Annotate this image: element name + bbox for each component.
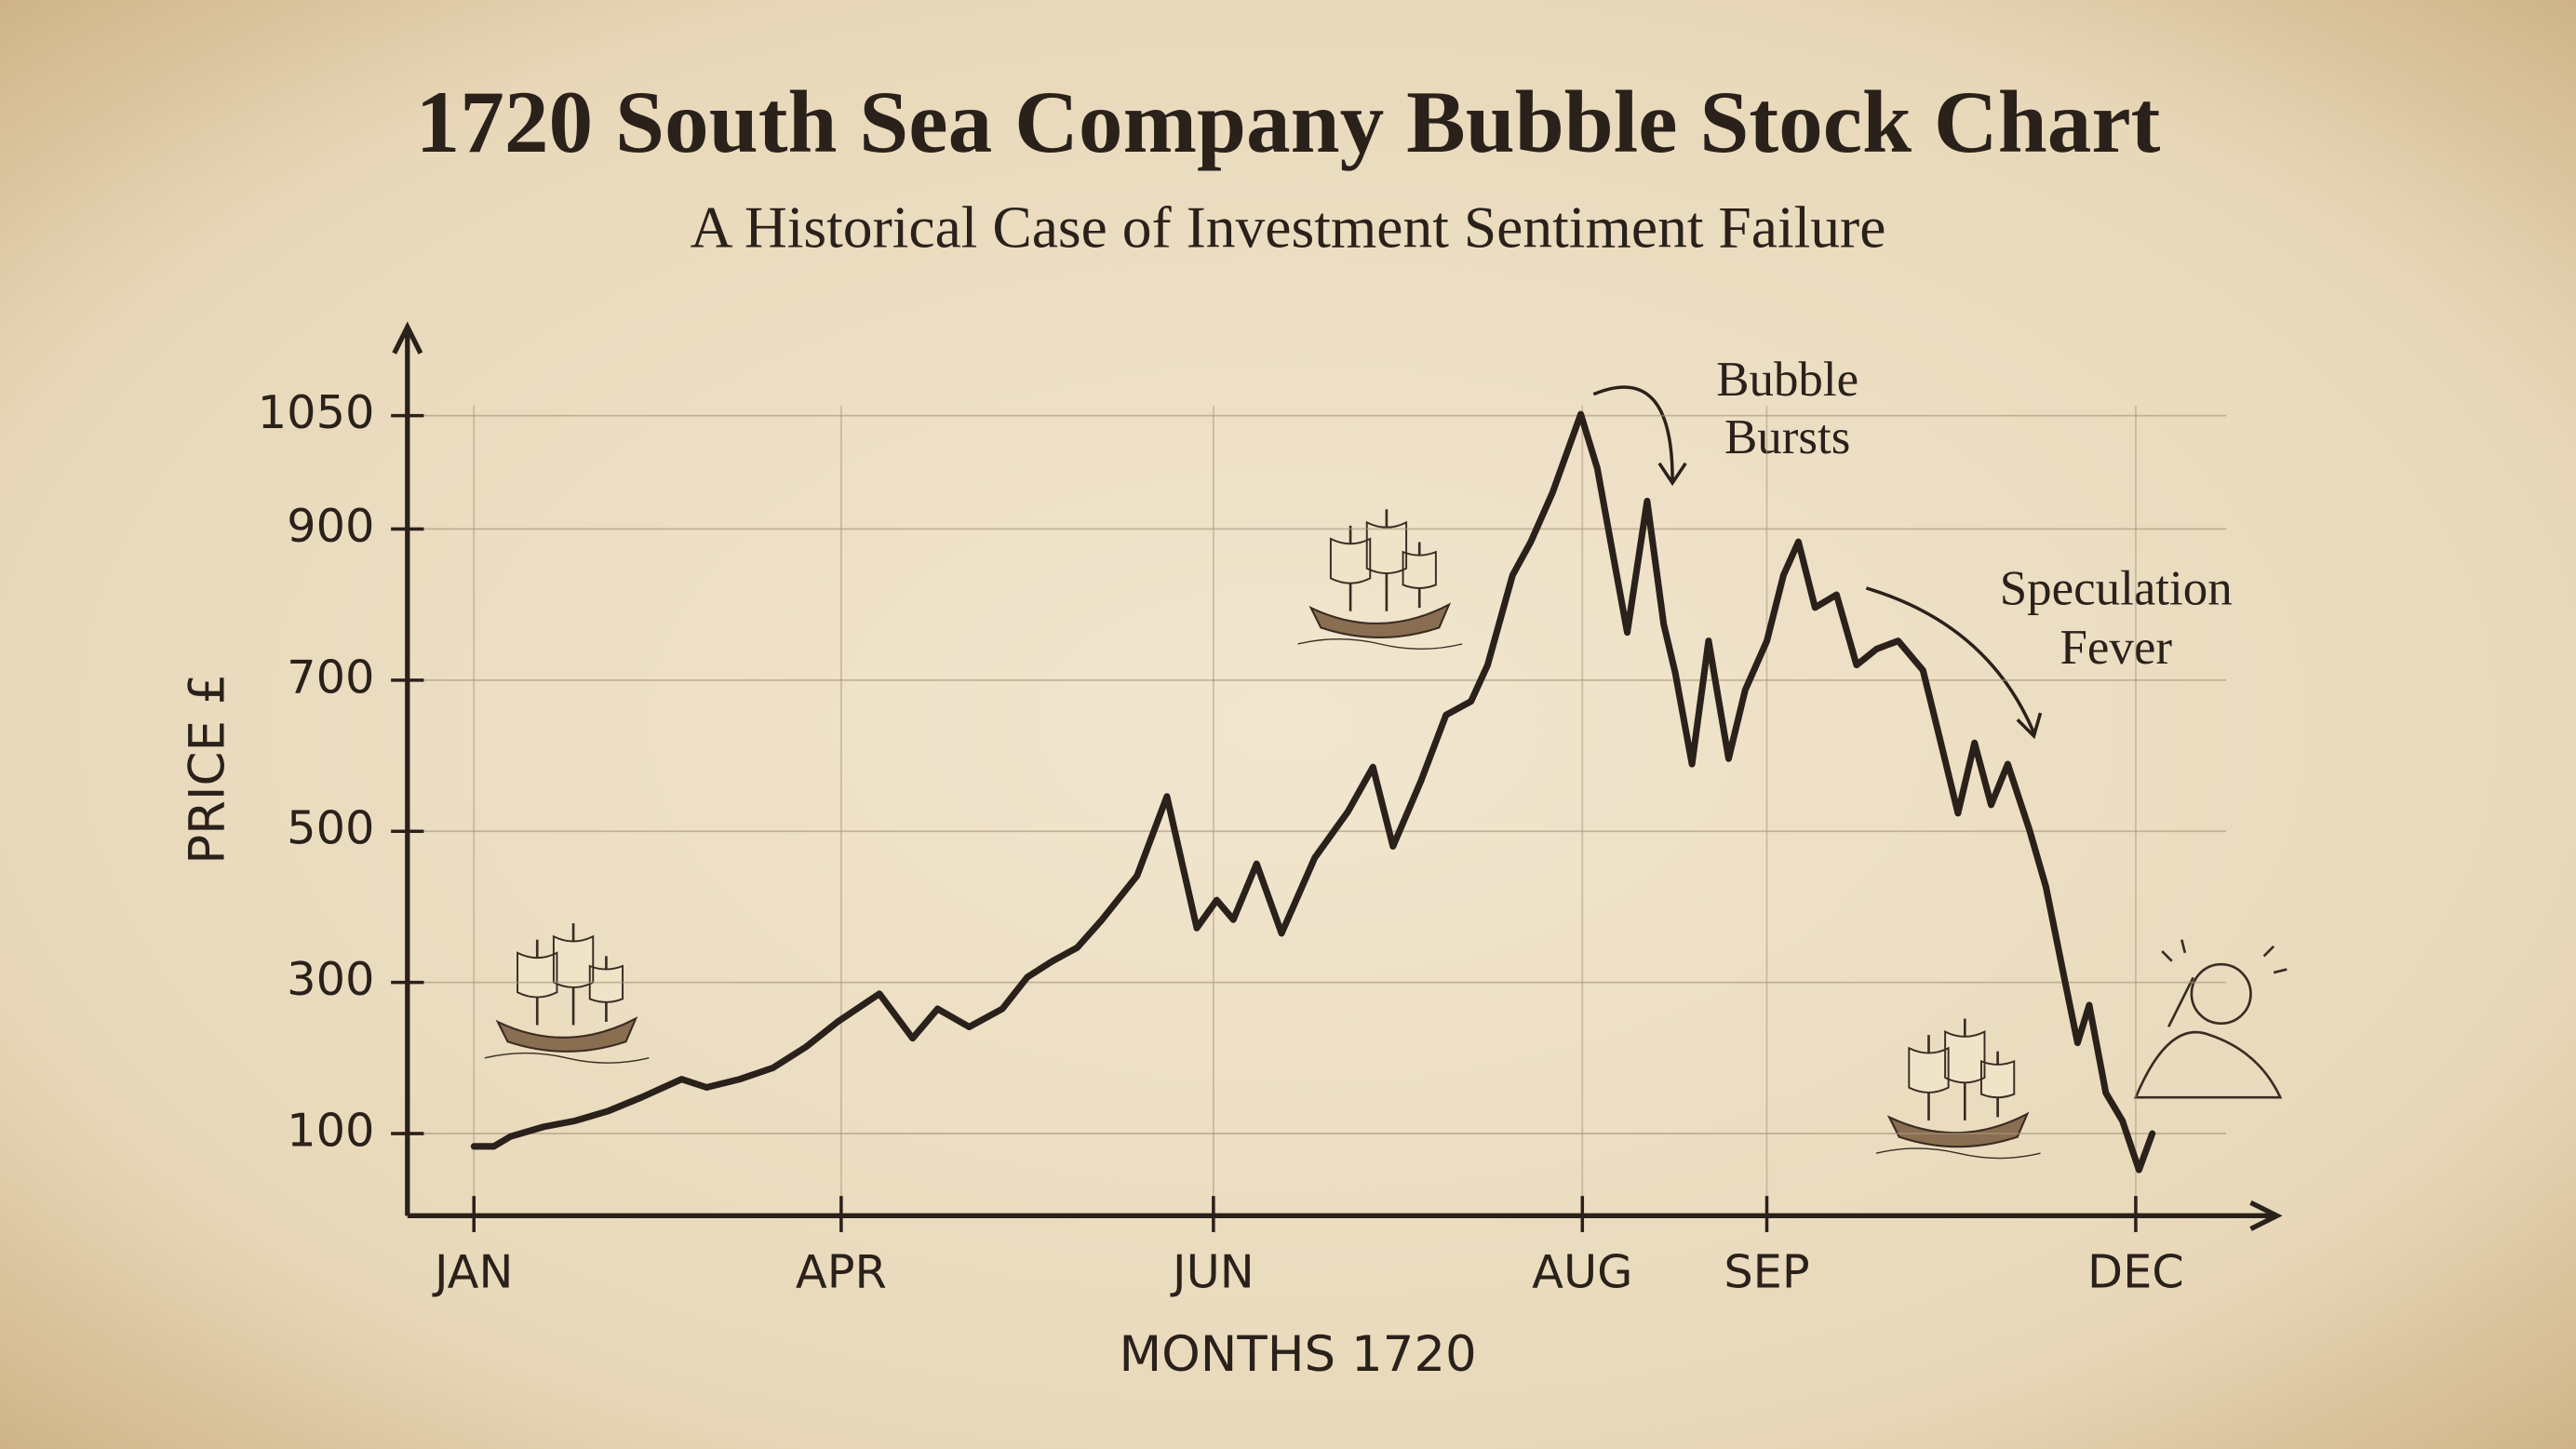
chart-title: 1720 South Sea Company Bubble Stock Char… [416, 73, 2161, 171]
y-tick-label: 700 [287, 650, 374, 704]
y-tick-label: 900 [287, 499, 374, 553]
x-axis [407, 1200, 2283, 1231]
annotation-arrow [1592, 385, 1687, 487]
y-tick-label: 100 [287, 1104, 374, 1158]
y-axis-title: PRICE £ [180, 674, 236, 865]
chart-subtitle: A Historical Case of Investment Sentimen… [691, 194, 1886, 260]
price-line [470, 410, 2156, 1174]
plot-area: 100 300 500 700 900 1050 JAN APR JUN AUG SEP DEC [258, 321, 2283, 1298]
worried-man-illustration [2133, 939, 2288, 1099]
y-tick-label: 1050 [258, 385, 375, 439]
annotation-text: Bubble [1716, 353, 1858, 407]
annotation-arrow [1865, 586, 2043, 740]
x-tick-label: AUG [1532, 1244, 1632, 1298]
annotation-text: Fever [2059, 621, 2172, 675]
x-tick-label: SEP [1724, 1244, 1809, 1298]
annotation-text: Bursts [1724, 410, 1850, 464]
annotation: Bubble Bursts Speculation Fever [1592, 353, 2233, 740]
x-tick-label: APR [796, 1244, 887, 1298]
x-tick-label: DEC [2087, 1244, 2184, 1298]
x-tick-label: JUN [1170, 1244, 1254, 1298]
annotation-text: Speculation [2000, 561, 2233, 615]
x-axis-title: MONTHS 1720 [1119, 1326, 1476, 1383]
y-tick-label: 300 [287, 952, 374, 1006]
x-tick-label: JAN [432, 1244, 513, 1298]
y-axis [392, 321, 423, 1216]
y-tick-label: 500 [287, 801, 374, 855]
